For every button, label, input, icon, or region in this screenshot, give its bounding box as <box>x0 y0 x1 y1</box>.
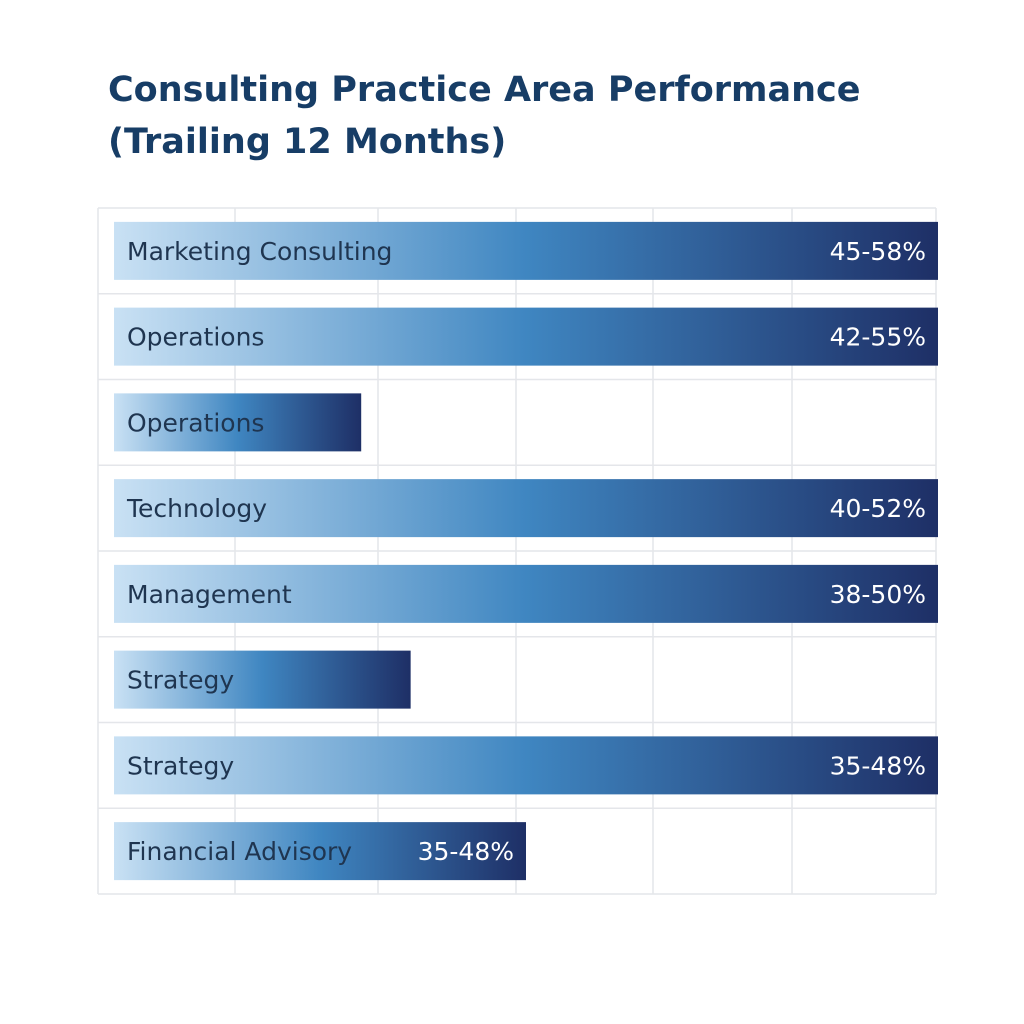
bar-label: Technology <box>126 494 267 523</box>
bars-group: Marketing Consulting 45-58% Operations 42-5… <box>114 221 938 881</box>
bar-value-label: 42-55% <box>830 323 926 352</box>
bar-label: Financial Advisory <box>127 837 352 866</box>
chart-title: Consulting Practice Area Performance <box>108 70 861 110</box>
bar <box>114 822 526 881</box>
bar <box>114 307 938 366</box>
bar <box>114 221 938 280</box>
bar-value-label: 40-52% <box>830 494 926 523</box>
bar-row: Marketing Consulting 45-58% <box>114 221 938 280</box>
bar-label: Marketing Consulting <box>127 237 392 266</box>
bar-label: Operations <box>127 323 264 352</box>
bar <box>114 650 411 709</box>
bar <box>114 479 938 538</box>
bar-value-label: 38-50% <box>830 580 926 609</box>
bar-row: Strategy 35-48% <box>114 736 938 795</box>
bar-row: Strategy <box>114 650 411 709</box>
bar <box>114 564 938 623</box>
bar-label: Management <box>127 580 292 609</box>
bar-value-label: 35-48% <box>418 837 514 866</box>
bar-row: Operations 42-55% <box>114 307 938 366</box>
bar-label: Strategy <box>127 666 234 695</box>
bar-value-label: 35-48% <box>830 751 926 780</box>
bar <box>114 736 938 795</box>
bar-row: Operations <box>114 393 362 452</box>
bar-row: Financial Advisory 35-48% <box>114 822 526 881</box>
bar <box>114 393 362 452</box>
bar-label: Strategy <box>127 751 234 780</box>
bar-row: Management 38-50% <box>114 564 938 623</box>
chart-subtitle: (Trailing 12 Months) <box>108 122 507 162</box>
bar-label: Operations <box>127 408 264 437</box>
bar-row: Technology 40-52% <box>114 479 938 538</box>
bar-value-label: 45-58% <box>830 237 926 266</box>
